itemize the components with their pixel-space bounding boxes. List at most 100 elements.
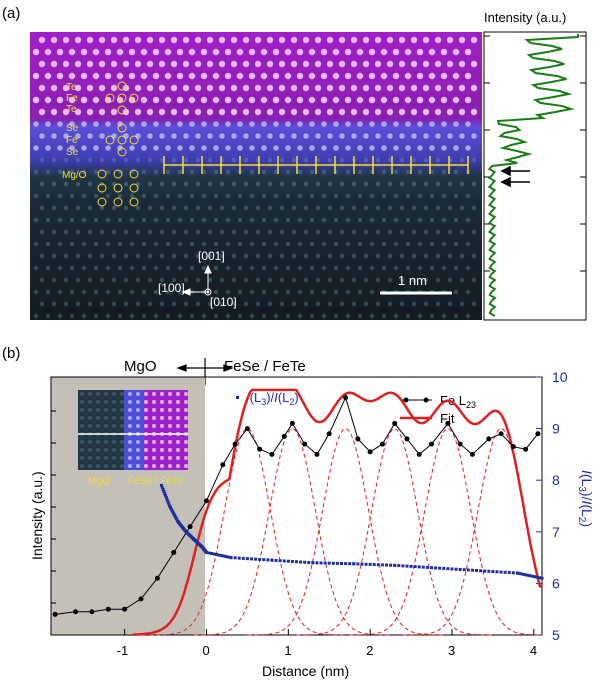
inset-atom: [88, 448, 92, 452]
atom-column: [116, 48, 124, 56]
atom-column: [207, 181, 213, 187]
atom-column: [434, 36, 442, 44]
atom-column: [351, 301, 357, 307]
x-tick-label: 2: [366, 643, 373, 658]
atom-column: [201, 193, 207, 199]
atom-column: [375, 157, 381, 163]
inset-atom: [168, 448, 172, 452]
inset-atom: [176, 392, 180, 396]
atom-column: [266, 36, 274, 44]
atom-column: [309, 193, 315, 199]
atom-column: [194, 36, 202, 44]
atom-column: [57, 145, 63, 151]
atom-column: [188, 48, 196, 56]
inset-atom: [96, 456, 100, 460]
atom-column: [206, 84, 214, 92]
atom-column: [81, 265, 87, 271]
atom-column: [105, 241, 111, 247]
atom-column: [147, 157, 153, 163]
atom-column: [363, 253, 369, 259]
atom-column: [171, 133, 177, 139]
atom-column: [458, 84, 466, 92]
ratio-point: [466, 568, 470, 572]
atom-column: [135, 157, 141, 163]
atom-column: [231, 253, 237, 259]
atom-column: [248, 96, 256, 104]
atom-column: [399, 229, 405, 235]
atom-column: [369, 313, 375, 319]
atom-column: [363, 181, 369, 187]
atom-column: [182, 108, 190, 116]
ratio-point: [511, 571, 515, 575]
fe-l23-point: [187, 524, 193, 530]
atom-column: [303, 253, 309, 259]
atom-column: [470, 108, 478, 116]
atom-column: [417, 145, 423, 151]
inset-atom: [152, 392, 156, 396]
atom-column: [291, 205, 297, 211]
atom-column: [441, 145, 447, 151]
atom-column: [170, 36, 178, 44]
atom-column: [57, 121, 63, 127]
atom-marker: [113, 197, 123, 207]
ratio-point: [523, 573, 527, 577]
atom-column: [99, 301, 105, 307]
atom-column: [374, 84, 382, 92]
atom-column: [273, 121, 279, 127]
inset-atom: [80, 440, 84, 444]
atom-column: [422, 36, 430, 44]
atom-column: [32, 72, 40, 80]
atom-column: [117, 217, 123, 223]
atom-column: [351, 181, 357, 187]
fe-l23-point: [523, 446, 529, 452]
atom-column: [80, 48, 88, 56]
fe-l23-point: [302, 441, 308, 447]
atom-column: [314, 108, 322, 116]
ratio-point: [450, 567, 454, 571]
atom-column: [254, 60, 262, 68]
atom-column: [141, 121, 147, 127]
inset-atom: [128, 392, 132, 396]
atom-column: [291, 229, 297, 235]
atom-column: [195, 253, 201, 259]
atom-column: [69, 169, 75, 175]
atom-column: [446, 36, 454, 44]
atom-column: [111, 253, 117, 259]
atom-column: [194, 60, 202, 68]
atom-column: [135, 205, 141, 211]
atom-column: [165, 169, 171, 175]
inset-atom: [80, 448, 84, 452]
atom-column: [381, 241, 387, 247]
inset-atom: [120, 424, 124, 428]
atom-column: [327, 301, 333, 307]
ratio-point: [274, 558, 278, 562]
atom-column: [356, 72, 364, 80]
ratio-point: [446, 567, 450, 571]
atom-column: [453, 265, 459, 271]
atom-column: [201, 241, 207, 247]
atom-column: [75, 157, 81, 163]
ratio-point: [454, 567, 458, 571]
atom-column: [105, 313, 111, 319]
inset-atom: [152, 440, 156, 444]
atom-column: [141, 265, 147, 271]
atom-column: [63, 133, 69, 139]
atom-column: [327, 229, 333, 235]
atom-column: [165, 217, 171, 223]
inset-atom: [144, 440, 148, 444]
atom-column: [170, 108, 178, 116]
atom-column: [470, 36, 478, 44]
atom-column: [441, 241, 447, 247]
inset-atom: [128, 400, 132, 404]
inset-atom: [160, 440, 164, 444]
atom-column: [471, 181, 477, 187]
atom-column: [56, 48, 64, 56]
atom-column: [321, 121, 327, 127]
atom-column: [266, 84, 274, 92]
ratio-point: [518, 572, 522, 576]
atom-column: [308, 72, 316, 80]
atom-column: [387, 133, 393, 139]
atom-column: [69, 289, 75, 295]
atom-column: [63, 301, 69, 307]
atom-column: [309, 217, 315, 223]
